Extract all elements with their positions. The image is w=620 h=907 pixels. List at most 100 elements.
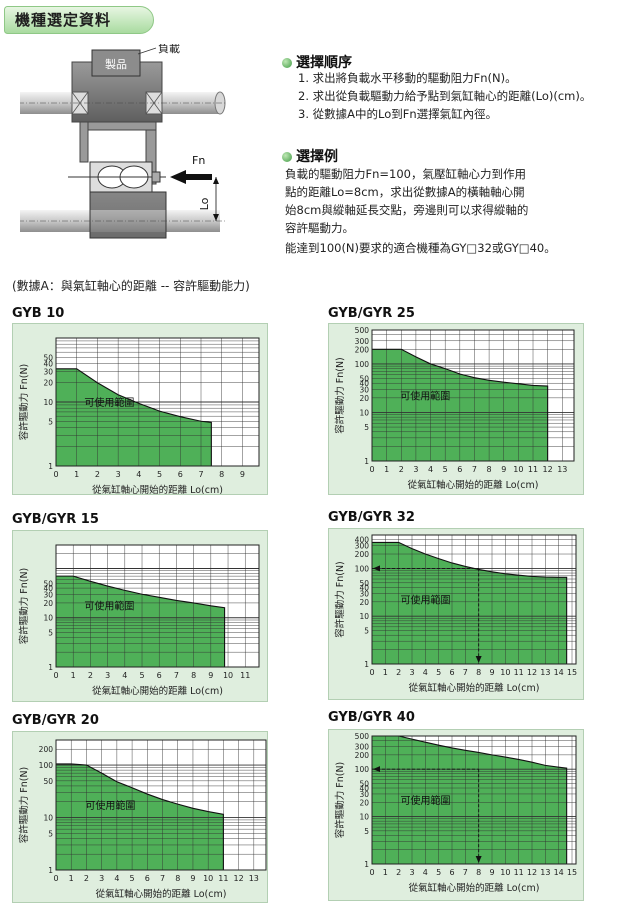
x-tick-label: 8 bbox=[487, 465, 492, 474]
x-tick-label: 1 bbox=[383, 868, 388, 877]
x-tick-label: 1 bbox=[71, 671, 76, 680]
x-axis-label: 從氣缸軸心開始的距離 Lo(cm) bbox=[96, 888, 227, 900]
x-tick-label: 0 bbox=[53, 671, 58, 680]
x-tick-label: 10 bbox=[513, 465, 523, 474]
x-tick-label: 2 bbox=[84, 874, 89, 883]
x-tick-label: 6 bbox=[449, 668, 454, 677]
x-tick-label: 3 bbox=[409, 668, 414, 677]
example-line: 能達到100(N)要求的適合機種為GY□32或GY□40。 bbox=[285, 241, 556, 255]
data-caption: (數據A：與氣缸軸心的距離 -- 容許驅動能力) bbox=[12, 279, 250, 293]
y-tick-label: 5 bbox=[48, 417, 53, 426]
x-tick-label: 10 bbox=[203, 874, 213, 883]
fn-label: Fn bbox=[192, 154, 205, 167]
x-tick-label: 5 bbox=[436, 668, 441, 677]
x-tick-label: 2 bbox=[396, 668, 401, 677]
y-tick-label: 200 bbox=[355, 751, 370, 760]
step-3: 3. 從數據A中的Lo到Fn選擇氣缸內徑。 bbox=[298, 107, 498, 121]
chart-title: GYB/GYR 20 bbox=[12, 713, 99, 728]
y-tick-label: 100 bbox=[355, 765, 370, 774]
example-line: 容許驅動力。 bbox=[285, 221, 354, 235]
product-label: 製品 bbox=[105, 57, 127, 71]
usable-range-label: 可使用範圍 bbox=[401, 794, 451, 807]
x-tick-label: 3 bbox=[413, 465, 418, 474]
y-axis-label: 容許驅動力 Fn(N) bbox=[18, 568, 30, 645]
x-tick-label: 6 bbox=[449, 868, 454, 877]
x-tick-label: 7 bbox=[160, 874, 165, 883]
x-tick-label: 8 bbox=[175, 874, 180, 883]
y-tick-label: 50 bbox=[359, 375, 369, 384]
y-tick-label: 20 bbox=[359, 394, 369, 403]
lo-label: Lo bbox=[198, 197, 211, 210]
x-tick-label: 15 bbox=[567, 868, 577, 877]
x-tick-label: 8 bbox=[476, 668, 481, 677]
mechanism-diagram: 製品 負載 Fn Lo bbox=[20, 44, 226, 239]
chart-panel-gyb25: 0 1 2 3 4 5 6 7 8 9 10 11 12 13 1 5 10 20 30 40 50 100 200 300 5… bbox=[328, 323, 584, 495]
y-tick-label: 40 bbox=[359, 583, 369, 592]
y-tick-label: 1 bbox=[364, 860, 369, 869]
x-tick-label: 5 bbox=[130, 874, 135, 883]
x-tick-label: 1 bbox=[69, 874, 74, 883]
y-tick-label: 1 bbox=[48, 866, 53, 875]
arrow-down-icon bbox=[475, 656, 482, 663]
usable-area bbox=[56, 368, 212, 466]
y-tick-label: 500 bbox=[355, 732, 370, 741]
x-tick-label: 13 bbox=[557, 465, 567, 474]
example-title: 選擇例 bbox=[282, 146, 338, 166]
y-tick-label: 30 bbox=[359, 385, 369, 394]
bullet-icon bbox=[282, 152, 292, 162]
arrow-down-icon bbox=[475, 856, 482, 863]
y-tick-label: 5 bbox=[364, 827, 369, 836]
limit-curve bbox=[372, 735, 568, 864]
x-axis-label: 從氣缸軸心開始的距離 Lo(cm) bbox=[409, 682, 540, 694]
x-tick-label: 7 bbox=[463, 868, 468, 877]
x-tick-label: 11 bbox=[218, 874, 228, 883]
usable-area bbox=[56, 576, 225, 667]
y-tick-label: 100 bbox=[355, 360, 370, 369]
x-tick-label: 5 bbox=[157, 470, 162, 479]
x-tick-label: 6 bbox=[145, 874, 150, 883]
x-tick-label: 13 bbox=[249, 874, 259, 883]
x-tick-label: 11 bbox=[528, 465, 538, 474]
x-tick-label: 12 bbox=[527, 868, 537, 877]
chart-title: GYB/GYR 25 bbox=[328, 306, 415, 321]
usable-range-label: 可使用範圍 bbox=[84, 396, 134, 409]
chart-panel-gyb32: 0 1 2 3 4 5 6 7 8 9 10 11 12 13 14 15 1 5 10 20 30 40 50 100 200… bbox=[328, 528, 584, 700]
arrow-left-icon bbox=[373, 565, 380, 572]
x-tick-label: 4 bbox=[423, 668, 428, 677]
x-tick-label: 8 bbox=[191, 671, 196, 680]
usable-area bbox=[372, 542, 567, 664]
y-tick-label: 400 bbox=[355, 536, 370, 545]
x-tick-label: 4 bbox=[428, 465, 433, 474]
x-tick-label: 3 bbox=[99, 874, 104, 883]
usable-range-label: 可使用範圍 bbox=[400, 389, 450, 402]
y-tick-label: 1 bbox=[364, 660, 369, 669]
y-tick-label: 10 bbox=[359, 813, 369, 822]
x-tick-label: 4 bbox=[122, 671, 127, 680]
chart-title: GYB/GYR 32 bbox=[328, 510, 415, 525]
x-tick-label: 6 bbox=[178, 470, 183, 479]
step-2: 2. 求出從負載驅動力給予點到氣缸軸心的距離(Lo)(cm)。 bbox=[298, 89, 592, 103]
y-tick-label: 5 bbox=[48, 829, 53, 838]
x-tick-label: 0 bbox=[369, 668, 374, 677]
y-tick-label: 200 bbox=[355, 345, 370, 354]
x-tick-label: 12 bbox=[234, 874, 244, 883]
chart-title: GYB/GYR 40 bbox=[328, 710, 415, 725]
x-tick-label: 12 bbox=[527, 668, 537, 677]
y-tick-label: 40 bbox=[359, 784, 369, 793]
x-tick-label: 2 bbox=[95, 470, 100, 479]
plot-frame bbox=[55, 544, 260, 668]
x-tick-label: 9 bbox=[208, 671, 213, 680]
x-axis-label: 從氣缸軸心開始的距離 Lo(cm) bbox=[92, 685, 223, 697]
y-tick-label: 300 bbox=[355, 337, 370, 346]
x-tick-label: 11 bbox=[240, 671, 250, 680]
y-tick-label: 20 bbox=[43, 379, 53, 388]
usable-range-label: 可使用範圍 bbox=[401, 593, 451, 606]
example-line: 始8cm與縱軸延長交點，旁邊則可以求得縱軸的 bbox=[285, 203, 529, 217]
y-tick-label: 5 bbox=[364, 423, 369, 432]
x-tick-label: 4 bbox=[114, 874, 119, 883]
load-label: 負載 bbox=[158, 44, 180, 55]
y-tick-label: 20 bbox=[359, 598, 369, 607]
y-axis-label: 容許驅動力 Fn(N) bbox=[334, 561, 346, 638]
